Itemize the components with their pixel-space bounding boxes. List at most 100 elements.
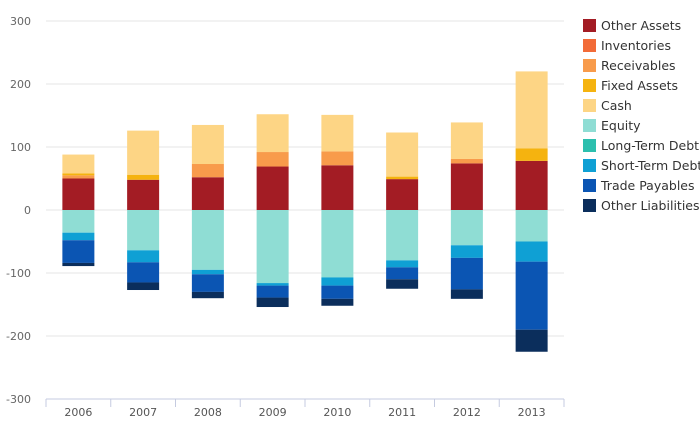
legend-swatch bbox=[583, 199, 596, 212]
bar-segment-trade-payables-2011[interactable] bbox=[386, 267, 418, 279]
legend-item-equity[interactable]: Equity bbox=[583, 118, 641, 133]
bar-segment-equity-2006[interactable] bbox=[62, 210, 94, 233]
bar-segment-trade-payables-2012[interactable] bbox=[451, 258, 483, 290]
bar-segment-short-term-debt-2010[interactable] bbox=[321, 277, 353, 285]
bar-segment-short-term-debt-2013[interactable] bbox=[516, 242, 548, 262]
legend-swatch bbox=[583, 19, 596, 32]
bar-segment-cash-2010[interactable] bbox=[321, 115, 353, 152]
legend-item-inventories[interactable]: Inventories bbox=[583, 38, 671, 53]
bar-segment-fixed-assets-2007[interactable] bbox=[127, 175, 159, 180]
bar-segment-receivables-2009[interactable] bbox=[257, 152, 289, 166]
y-tick-label: 100 bbox=[10, 141, 31, 154]
bar-segment-trade-payables-2013[interactable] bbox=[516, 262, 548, 330]
bar-segment-other-liabilities-2007[interactable] bbox=[127, 282, 159, 290]
bar-segment-short-term-debt-2006[interactable] bbox=[62, 233, 94, 241]
bar-segment-other-liabilities-2012[interactable] bbox=[451, 289, 483, 298]
legend-label: Inventories bbox=[601, 38, 671, 53]
legend-label: Fixed Assets bbox=[601, 78, 678, 93]
bar-segment-trade-payables-2007[interactable] bbox=[127, 262, 159, 282]
bar-segment-cash-2011[interactable] bbox=[386, 133, 418, 177]
bar-segment-short-term-debt-2011[interactable] bbox=[386, 260, 418, 267]
bar-segment-fixed-assets-2013[interactable] bbox=[516, 148, 548, 161]
bar-segment-receivables-2012[interactable] bbox=[451, 159, 483, 163]
bar-segment-other-liabilities-2013[interactable] bbox=[516, 330, 548, 352]
bar-segment-other-assets-2009[interactable] bbox=[257, 167, 289, 210]
bar-segment-trade-payables-2006[interactable] bbox=[62, 240, 94, 263]
y-tick-label: -100 bbox=[6, 267, 31, 280]
bar-segment-other-assets-2013[interactable] bbox=[516, 161, 548, 210]
legend-label: Receivables bbox=[601, 58, 676, 73]
bar-segment-cash-2013[interactable] bbox=[516, 71, 548, 148]
bar-segment-cash-2007[interactable] bbox=[127, 131, 159, 175]
legend-swatch bbox=[583, 39, 596, 52]
bar-segment-other-liabilities-2011[interactable] bbox=[386, 279, 418, 288]
y-tick-label: 0 bbox=[24, 204, 31, 217]
y-tick-label: -200 bbox=[6, 330, 31, 343]
legend-label: Other Liabilities bbox=[601, 198, 700, 213]
bar-segment-equity-2010[interactable] bbox=[321, 210, 353, 277]
bar-segment-receivables-2006[interactable] bbox=[62, 175, 94, 178]
legend-item-trade-payables[interactable]: Trade Payables bbox=[583, 178, 695, 193]
bar-segment-equity-2012[interactable] bbox=[451, 210, 483, 245]
bar-segment-short-term-debt-2009[interactable] bbox=[257, 283, 289, 286]
legend-item-fixed-assets[interactable]: Fixed Assets bbox=[583, 78, 678, 93]
bar-segment-trade-payables-2010[interactable] bbox=[321, 286, 353, 299]
legend-swatch bbox=[583, 119, 596, 132]
bar-segment-short-term-debt-2012[interactable] bbox=[451, 245, 483, 258]
bar-segment-equity-2008[interactable] bbox=[192, 210, 224, 270]
bar-segment-short-term-debt-2008[interactable] bbox=[192, 270, 224, 274]
bar-segment-other-liabilities-2009[interactable] bbox=[257, 298, 289, 307]
legend-label: Cash bbox=[601, 98, 632, 113]
bar-segment-short-term-debt-2007[interactable] bbox=[127, 250, 159, 262]
bar-segment-other-assets-2007[interactable] bbox=[127, 180, 159, 210]
bar-segment-receivables-2010[interactable] bbox=[321, 151, 353, 165]
x-tick-label: 2006 bbox=[64, 406, 92, 419]
legend-label: Equity bbox=[601, 118, 641, 133]
legend-item-cash[interactable]: Cash bbox=[583, 98, 632, 113]
bars bbox=[62, 71, 547, 351]
bar-segment-other-assets-2010[interactable] bbox=[321, 165, 353, 210]
y-tick-label: 200 bbox=[10, 78, 31, 91]
bar-segment-other-assets-2008[interactable] bbox=[192, 177, 224, 210]
legend-item-other-liabilities[interactable]: Other Liabilities bbox=[583, 198, 700, 213]
x-tick-label: 2009 bbox=[259, 406, 287, 419]
bar-segment-other-assets-2011[interactable] bbox=[386, 179, 418, 210]
legend-item-other-assets[interactable]: Other Assets bbox=[583, 18, 681, 33]
legend-swatch bbox=[583, 179, 596, 192]
legend-item-long-term-debt[interactable]: Long-Term Debt bbox=[583, 138, 699, 153]
y-axis: 300 200 100 0 -100 -200 -300 bbox=[6, 15, 31, 406]
bar-segment-trade-payables-2008[interactable] bbox=[192, 274, 224, 292]
legend-item-receivables[interactable]: Receivables bbox=[583, 58, 676, 73]
bar-segment-equity-2007[interactable] bbox=[127, 210, 159, 250]
x-axis: 2006 2007 2008 2009 2010 2011 2012 2013 bbox=[46, 399, 564, 419]
bar-segment-equity-2013[interactable] bbox=[516, 210, 548, 242]
legend-swatch bbox=[583, 59, 596, 72]
x-tick-label: 2011 bbox=[388, 406, 416, 419]
bar-segment-other-assets-2012[interactable] bbox=[451, 163, 483, 210]
bar-segment-cash-2012[interactable] bbox=[451, 122, 483, 159]
x-tick-label: 2010 bbox=[323, 406, 351, 419]
bar-segment-other-assets-2006[interactable] bbox=[62, 179, 94, 211]
bar-segment-equity-2009[interactable] bbox=[257, 210, 289, 283]
bar-segment-cash-2008[interactable] bbox=[192, 125, 224, 164]
y-tick-label: 300 bbox=[10, 15, 31, 28]
bar-segment-trade-payables-2009[interactable] bbox=[257, 286, 289, 298]
x-tick-label: 2012 bbox=[453, 406, 481, 419]
bar-segment-fixed-assets-2006[interactable] bbox=[62, 173, 94, 175]
bar-segment-cash-2006[interactable] bbox=[62, 155, 94, 174]
bar-segment-cash-2009[interactable] bbox=[257, 114, 289, 152]
bar-segment-other-liabilities-2006[interactable] bbox=[62, 263, 94, 266]
x-tick-label: 2008 bbox=[194, 406, 222, 419]
legend-label: Trade Payables bbox=[600, 178, 695, 193]
grid-lines bbox=[46, 21, 564, 336]
legend-swatch bbox=[583, 99, 596, 112]
bar-segment-receivables-2008[interactable] bbox=[192, 164, 224, 177]
bar-segment-other-liabilities-2008[interactable] bbox=[192, 292, 224, 298]
legend-swatch bbox=[583, 79, 596, 92]
x-tick-label: 2007 bbox=[129, 406, 157, 419]
bar-segment-fixed-assets-2011[interactable] bbox=[386, 177, 418, 180]
y-tick-label: -300 bbox=[6, 393, 31, 406]
bar-segment-other-liabilities-2010[interactable] bbox=[321, 299, 353, 306]
legend-item-short-term-debt[interactable]: Short-Term Debt bbox=[583, 158, 700, 173]
bar-segment-equity-2011[interactable] bbox=[386, 210, 418, 260]
